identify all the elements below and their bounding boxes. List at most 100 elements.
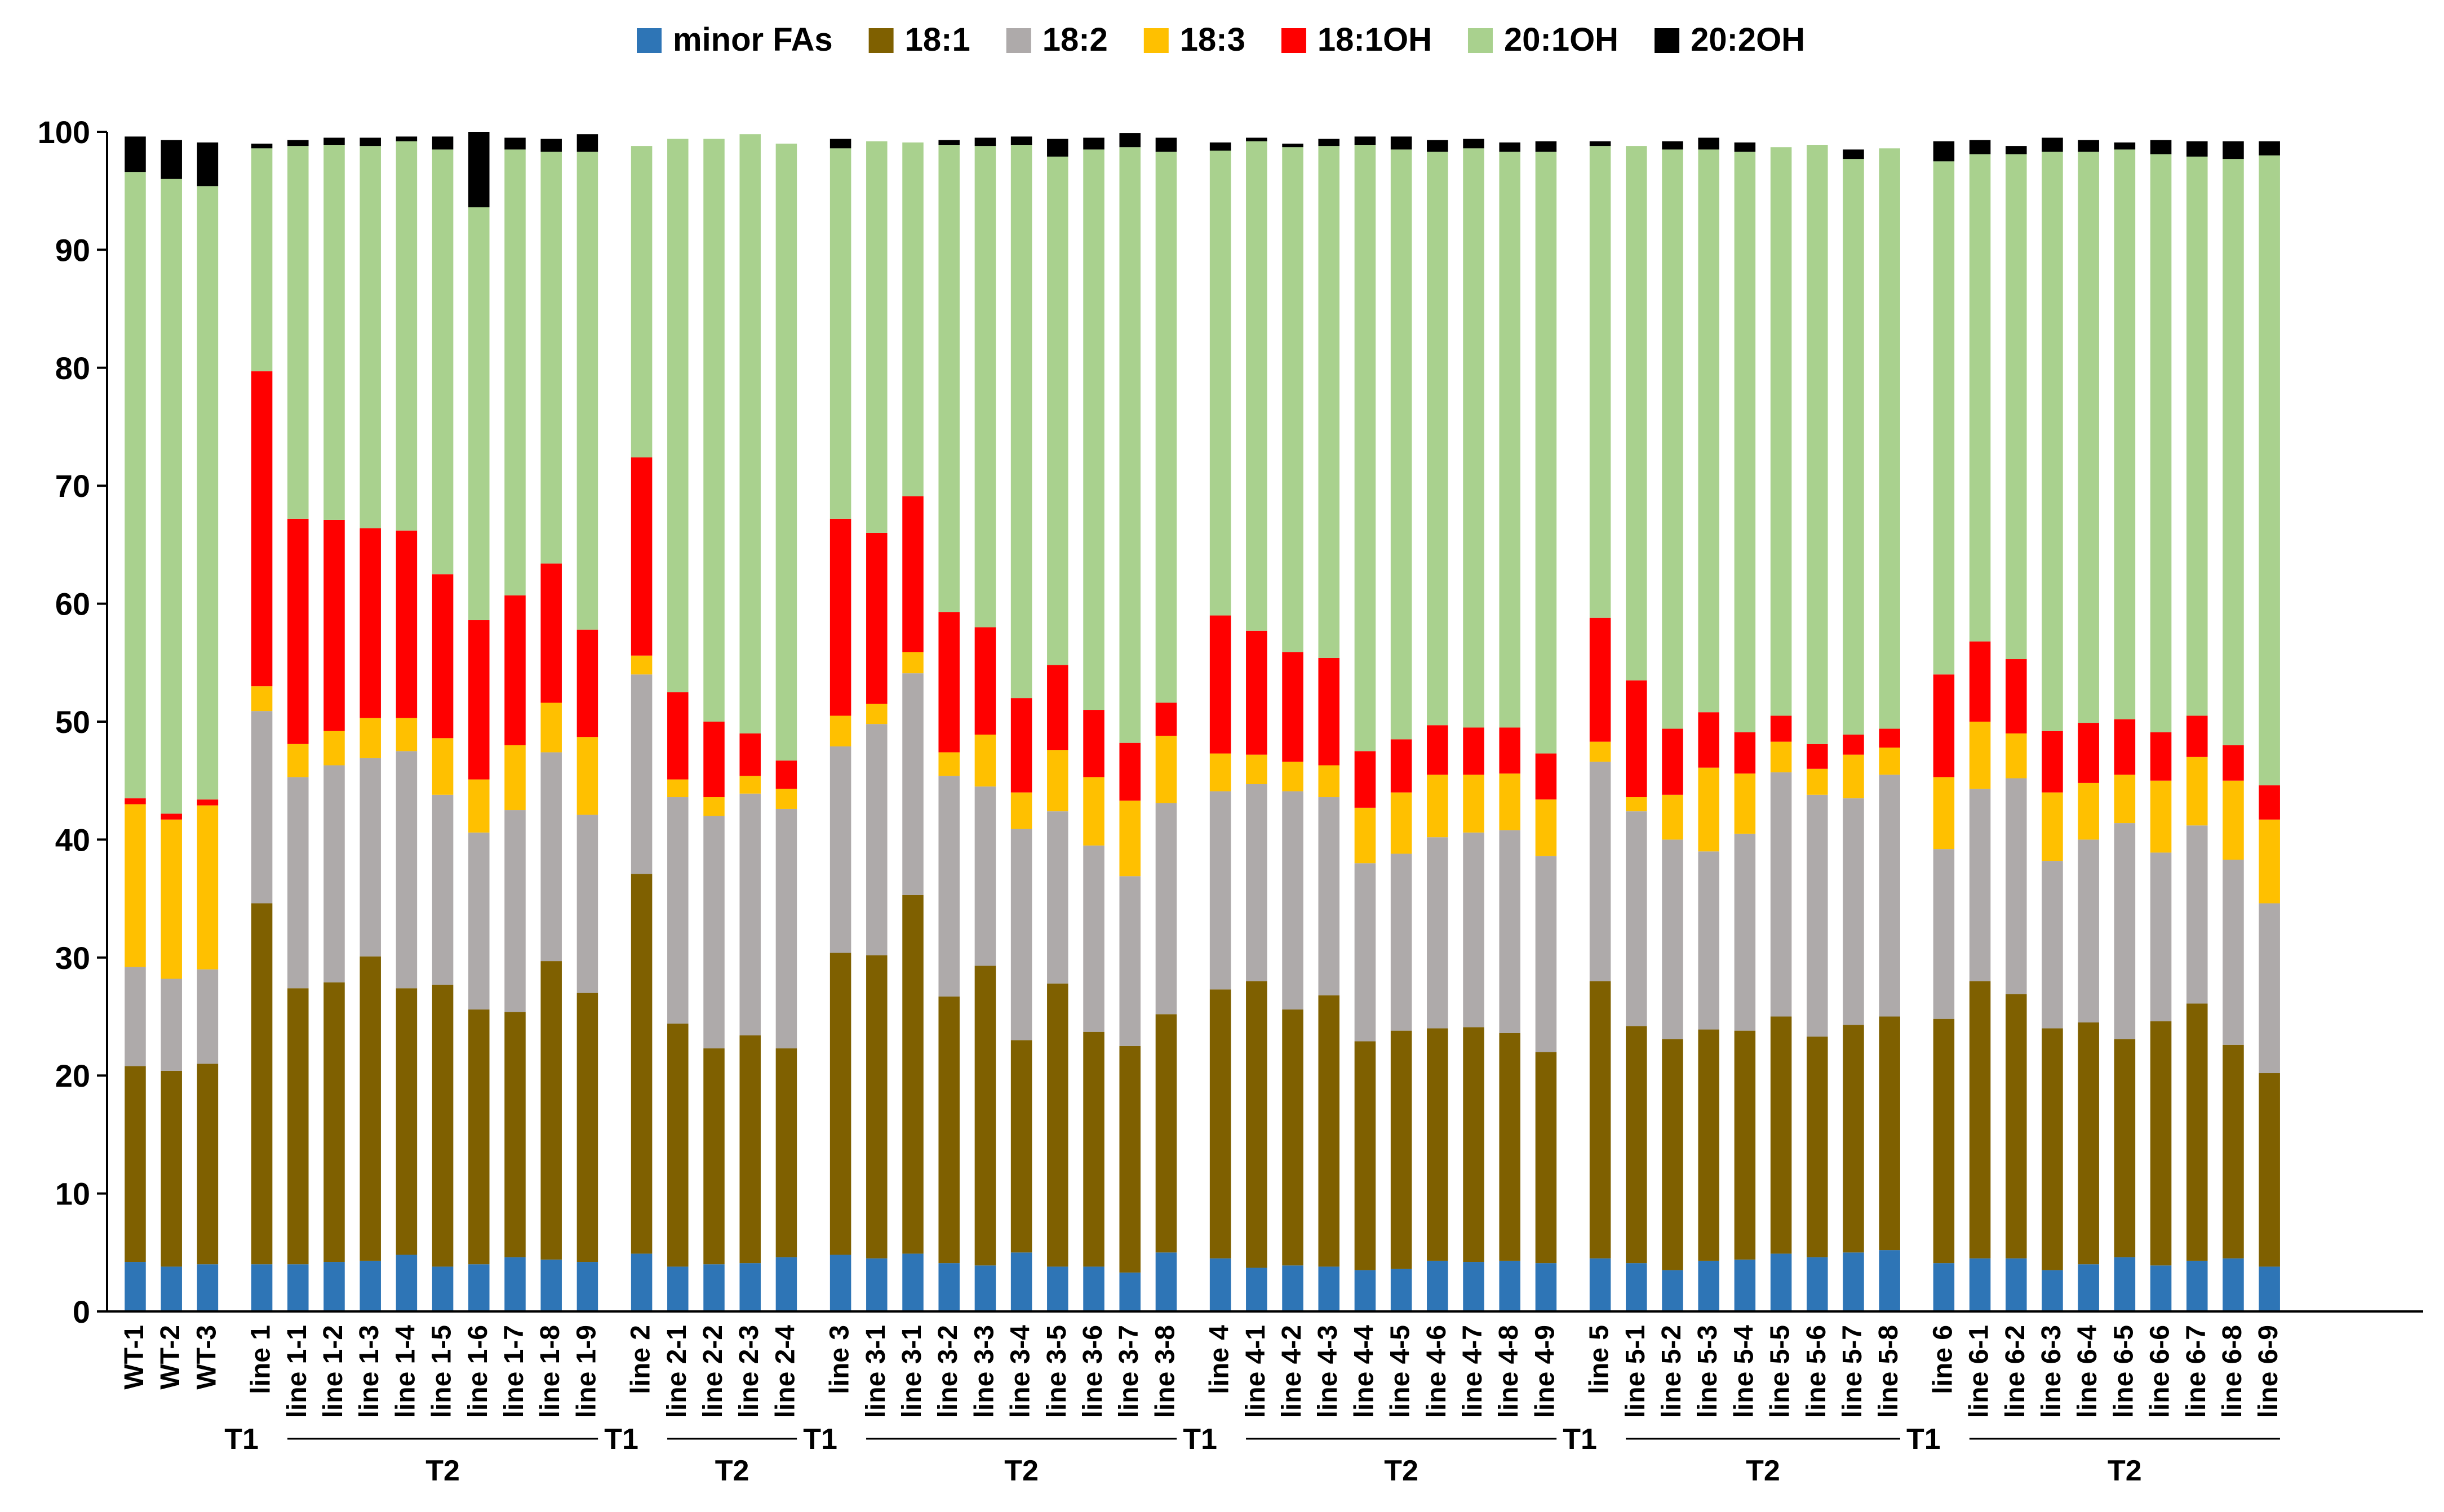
bar-segment-minor-fas [1499,1260,1520,1311]
x-tick-label: line 5-8 [1874,1325,1904,1418]
bar-segment-18-2 [1463,832,1484,1028]
x-tick-label: line 5-7 [1838,1325,1868,1418]
bar-segment-minor-fas [1463,1262,1484,1311]
x-tick-label: line 4-1 [1241,1325,1271,1418]
bar-segment-20-1oh [1589,146,1611,618]
bar-segment-18-1oh [251,371,273,687]
x-tick-label: line 1-3 [354,1325,384,1418]
bar-segment-minor-fas [125,1262,146,1311]
bar-segment-minor-fas [1662,1270,1683,1311]
bar-segment-18-1oh [1246,630,1267,755]
bar-segment-18-2 [703,816,725,1049]
bar-segment-18-1 [1427,1028,1448,1261]
bar-segment-18-1oh [432,574,454,739]
bar-segment-18-1oh [1083,710,1105,777]
x-tick-label: line 3-1 [861,1325,891,1418]
bar-segment-18-3 [1843,754,1864,799]
bar-segment-minor-fas [504,1257,526,1311]
bar-segment-20-1oh [1698,149,1719,713]
bar-segment-18-2 [396,751,418,989]
bar-segment-18-1oh [2259,785,2280,820]
bar-segment-20-1oh [830,148,851,519]
bar-segment-18-2 [2042,861,2063,1029]
legend-swatch [637,28,662,53]
bar-segment-20-1oh [866,141,888,533]
bar-stack [576,134,598,1311]
bar-segment-18-3 [2042,792,2063,861]
bar-segment-18-3 [2114,775,2136,824]
bar-stack [1499,142,1520,1311]
bar-segment-18-1 [2042,1028,2063,1270]
bar-stack [2078,140,2099,1311]
bar-segment-minor-fas [1589,1258,1611,1311]
bar-segment-20-1oh [775,143,797,761]
bar-segment-18-3 [1933,777,1955,850]
bar-segment-18-1 [197,1064,219,1265]
bar-stack [1209,142,1231,1311]
bar-segment-20-2oh [540,139,562,152]
bar-segment-20-2oh [2223,141,2244,159]
legend-item: minor FAs [637,21,833,58]
bar-segment-18-3 [1879,748,1900,775]
bar-segment-20-1oh [540,152,562,564]
y-tick-label: 30 [55,940,90,976]
bar-segment-18-1 [2006,994,2027,1258]
bar-segment-minor-fas [667,1266,689,1311]
bar-segment-18-1 [1047,983,1068,1267]
bar-segment-18-3 [197,805,219,970]
bar-segment-18-2 [287,777,309,989]
bar-segment-minor-fas [360,1260,381,1311]
x-tick-label: line 6-2 [2001,1325,2030,1418]
bar-segment-18-2 [1354,863,1376,1042]
bar-segment-minor-fas [2078,1264,2099,1311]
bar-stack [830,139,851,1311]
bar-segment-minor-fas [866,1258,888,1311]
bar-stack [2223,141,2244,1311]
bar-segment-20-2oh [161,140,182,179]
x-tick-label: line 4-8 [1494,1325,1524,1418]
bar-segment-18-2 [2150,852,2172,1021]
x-tick-label: line 2-2 [698,1325,728,1418]
bar-segment-20-2oh [1589,141,1611,146]
bar-segment-18-2 [2223,859,2244,1045]
x-tick-label: line 4-2 [1277,1325,1307,1418]
bar-segment-18-3 [902,652,924,674]
bar-segment-minor-fas [1734,1259,1756,1311]
bar-stack [902,142,924,1311]
x-tick-label: line 5 [1585,1325,1614,1394]
bar-stack [2150,140,2172,1311]
bar-segment-18-3 [1499,773,1520,830]
bar-segment-18-2 [360,758,381,957]
bar-segment-18-1oh [938,612,960,753]
bar-segment-minor-fas [2186,1260,2208,1311]
bar-segment-18-2 [197,969,219,1064]
bar-segment-20-1oh [432,149,454,575]
bar-segment-18-3 [1698,767,1719,852]
bar-segment-18-2 [667,797,689,1024]
x-tick-label: line 1-4 [391,1325,420,1418]
bar-segment-20-1oh [1843,159,1864,735]
x-tick-label: line 3-3 [969,1325,999,1418]
bar-segment-20-2oh [1318,139,1339,146]
bar-segment-minor-fas [1318,1266,1339,1311]
x-tick-label: line 5-2 [1657,1325,1687,1418]
x-tick-label: line 4-9 [1530,1325,1560,1418]
bar-segment-18-3 [2223,780,2244,860]
bar-stack [432,136,454,1311]
bar-stack [161,140,182,1311]
bar-segment-20-1oh [1083,149,1105,710]
legend-label: 18:1OH [1318,21,1432,58]
x-tick-label: line 6-7 [2181,1325,2211,1418]
bar-segment-minor-fas [161,1266,182,1311]
bar-segment-18-2 [1589,762,1611,981]
legend-label: 20:1OH [1504,21,1618,58]
bar-segment-20-1oh [1010,145,1032,699]
bar-stack [1318,139,1339,1311]
x-tick-label: line 6 [1928,1325,1958,1394]
group-t1-label: T1 [803,1423,837,1456]
bar-segment-18-3 [1010,792,1032,829]
bar-segment-18-1oh [161,813,182,820]
bar-stack [1843,149,1864,1311]
bar-stack [631,146,653,1311]
bar-segment-18-1oh [1933,674,1955,777]
